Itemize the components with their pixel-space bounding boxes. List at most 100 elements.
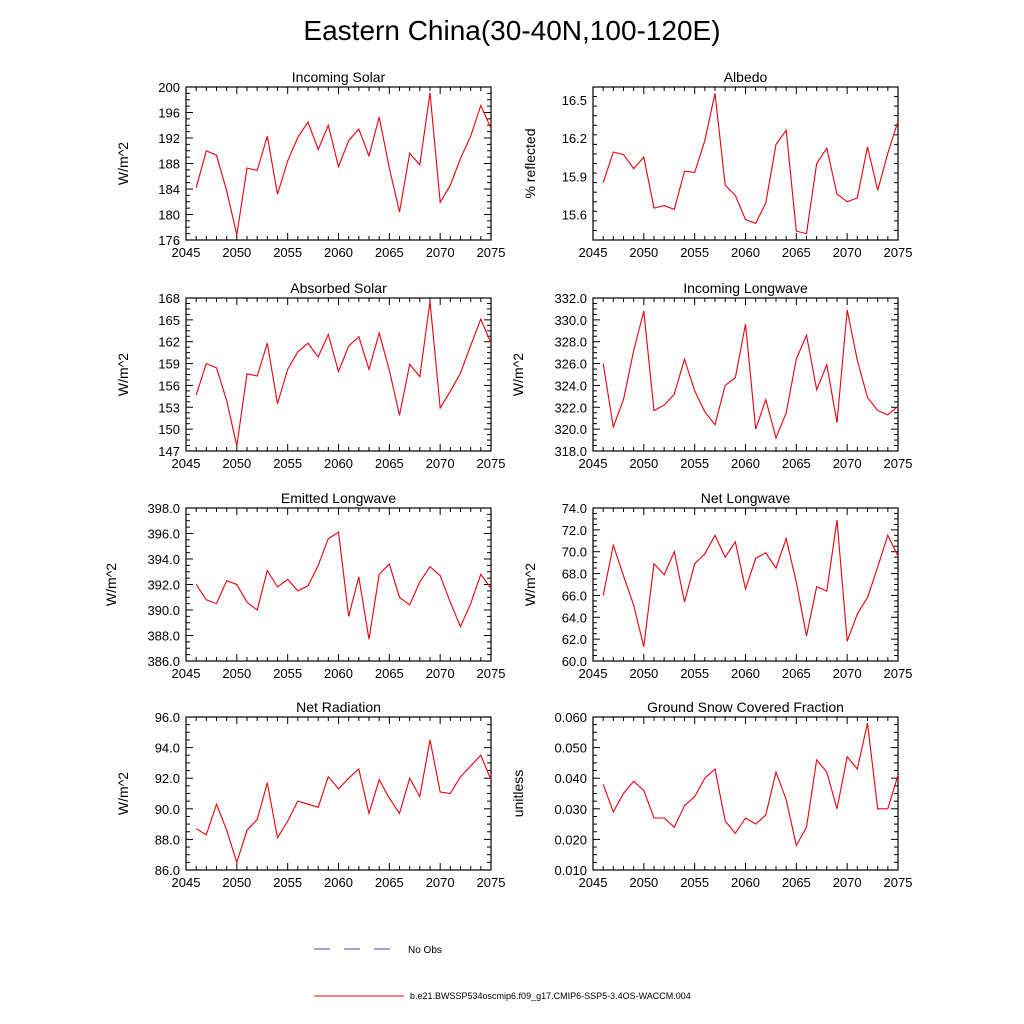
panel-8: Ground Snow Covered Fraction 2045 2050 2055… (510, 699, 912, 890)
panel-title: Ground Snow Covered Fraction (647, 699, 844, 715)
y-axis-label: % reflected (522, 128, 538, 198)
x-tick-label: 2050 (222, 875, 251, 890)
x-tick-label: 2065 (782, 245, 811, 260)
x-tick-label: 2060 (324, 245, 353, 260)
panel-2: Albedo 2045 2050 2055 2060 2065 2070 2075 15.6 15… (522, 69, 912, 260)
y-tick-label: 150 (158, 422, 180, 437)
x-tick-label: 2055 (273, 245, 302, 260)
figure-title: Eastern China(30-40N,100-120E) (303, 15, 720, 46)
x-tick-label: 2060 (731, 456, 760, 471)
x-tick-label: 2045 (579, 245, 608, 260)
y-tick-label: 392.0 (147, 578, 180, 593)
y-tick-label: 90.0 (155, 802, 180, 817)
y-tick-label: 324.0 (554, 378, 587, 393)
x-tick-label: 2065 (782, 456, 811, 471)
panel-title: Incoming Longwave (683, 280, 808, 296)
panel-title: Net Radiation (296, 699, 381, 715)
x-tick-label: 2050 (629, 875, 658, 890)
x-tick-label: 2075 (884, 666, 913, 681)
x-tick-label: 2045 (172, 875, 201, 890)
y-tick-label: 0.030 (554, 802, 587, 817)
x-tick-label: 2065 (375, 875, 404, 890)
x-tick-label: 2045 (172, 456, 201, 471)
x-tick-label: 2070 (833, 666, 862, 681)
y-tick-label: 390.0 (147, 603, 180, 618)
y-tick-label: 15.9 (562, 169, 587, 184)
y-tick-label: 68.0 (562, 567, 587, 582)
x-tick-label: 2065 (375, 666, 404, 681)
y-axis-label: W/m^2 (103, 563, 119, 606)
y-tick-label: 184 (158, 182, 180, 197)
x-tick-label: 2070 (426, 245, 455, 260)
x-tick-label: 2075 (884, 456, 913, 471)
panel-5: Emitted Longwave 2045 2050 2055 2060 2065 2070… (103, 490, 505, 681)
y-tick-label: 396.0 (147, 527, 180, 542)
x-tick-label: 2055 (273, 875, 302, 890)
series-line (195, 301, 492, 447)
y-tick-label: 153 (158, 400, 180, 415)
x-tick-label: 2055 (680, 245, 709, 260)
x-tick-label: 2060 (731, 666, 760, 681)
plot-frame (185, 507, 492, 662)
x-tick-label: 2065 (782, 666, 811, 681)
x-tick-label: 2055 (680, 875, 709, 890)
plot-frame (592, 507, 899, 662)
x-tick-label: 2060 (731, 245, 760, 260)
series-line (195, 531, 492, 640)
y-tick-label: 332.0 (554, 291, 587, 306)
x-tick-label: 2060 (731, 875, 760, 890)
x-tick-label: 2070 (426, 875, 455, 890)
x-tick-label: 2060 (324, 875, 353, 890)
x-tick-label: 2050 (629, 245, 658, 260)
panel-3: Absorbed Solar 2045 2050 2055 2060 2065 2070 20… (115, 280, 505, 471)
y-tick-label: 15.6 (562, 208, 587, 223)
y-tick-label: 0.020 (554, 832, 587, 847)
y-tick-label: 74.0 (562, 501, 587, 516)
plot-frame (592, 297, 899, 452)
x-tick-label: 2050 (629, 456, 658, 471)
y-tick-label: 330.0 (554, 313, 587, 328)
y-tick-label: 200 (158, 80, 180, 95)
y-tick-label: 156 (158, 378, 180, 393)
y-tick-label: 0.050 (554, 741, 587, 756)
x-tick-label: 2045 (172, 666, 201, 681)
x-tick-label: 2045 (579, 666, 608, 681)
legend: No Obs b.e21.BWSSP534oscmip6.f09_g17.CMI… (314, 945, 691, 1001)
panel-4: Incoming Longwave 2045 2050 2055 2060 2065 207… (510, 280, 912, 471)
y-tick-label: 94.0 (155, 741, 180, 756)
panels-group: Incoming Solar 2045 2050 2055 2060 2065 2070 20… (103, 69, 912, 890)
x-tick-label: 2045 (172, 245, 201, 260)
x-tick-label: 2045 (579, 875, 608, 890)
y-tick-label: 322.0 (554, 400, 587, 415)
legend-model-label: b.e21.BWSSP534oscmip6.f09_g17.CMIP6-SSP5… (410, 991, 691, 1001)
x-tick-label: 2075 (884, 875, 913, 890)
y-tick-label: 159 (158, 357, 180, 372)
x-tick-label: 2050 (629, 666, 658, 681)
x-tick-label: 2055 (680, 456, 709, 471)
plot-frame (185, 86, 492, 241)
x-tick-label: 2065 (375, 245, 404, 260)
y-tick-label: 176 (158, 233, 180, 248)
y-axis-label: unitless (510, 770, 526, 817)
x-tick-label: 2050 (222, 245, 251, 260)
y-tick-label: 0.010 (554, 863, 587, 878)
y-axis-label: W/m^2 (115, 353, 131, 396)
y-tick-label: 320.0 (554, 422, 587, 437)
panel-title: Emitted Longwave (281, 490, 396, 506)
plot-frame (592, 716, 899, 871)
x-tick-label: 2060 (324, 666, 353, 681)
y-tick-label: 147 (158, 444, 180, 459)
x-tick-label: 2050 (222, 666, 251, 681)
y-tick-label: 72.0 (562, 523, 587, 538)
y-tick-label: 326.0 (554, 357, 587, 372)
x-tick-label: 2075 (477, 875, 506, 890)
x-tick-label: 2055 (680, 666, 709, 681)
y-tick-label: 16.5 (562, 93, 587, 108)
y-tick-label: 192 (158, 131, 180, 146)
series-line (602, 722, 899, 848)
y-tick-label: 162 (158, 335, 180, 350)
series-line (602, 309, 899, 440)
y-tick-label: 196 (158, 106, 180, 121)
x-tick-label: 2075 (884, 245, 913, 260)
